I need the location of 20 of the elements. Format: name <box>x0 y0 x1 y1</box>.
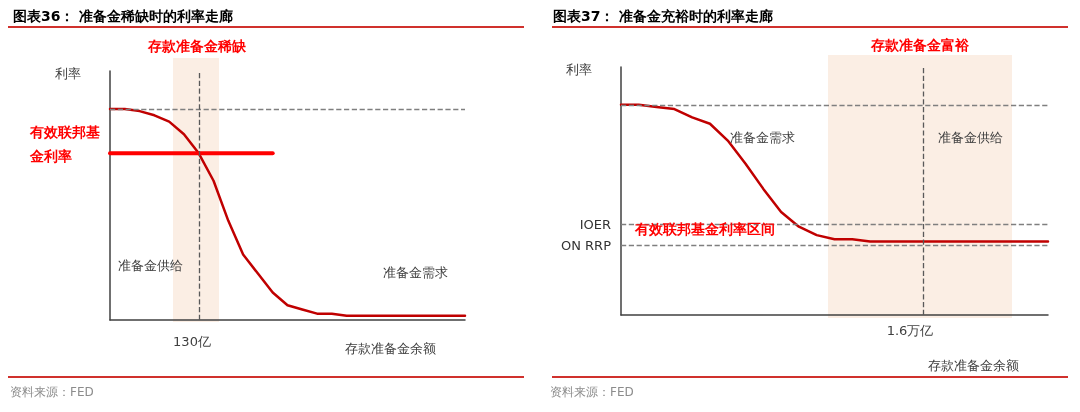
text: 存款准备金富裕 <box>870 37 970 53</box>
text: 资料来源：FED <box>10 385 94 399</box>
x-axis-title: 存款准备金余额 <box>345 341 436 356</box>
y-axis-title: 利率 <box>566 62 592 77</box>
x-axis-title: 存款准备金余额 <box>928 358 1019 373</box>
ref-line-label: ON RRP <box>561 238 612 254</box>
text: 存款准备金稀缺 <box>147 38 247 54</box>
text: 130亿 <box>173 333 211 349</box>
ref-line-label: IOER <box>579 217 611 233</box>
text: 1.6万亿 <box>886 322 934 338</box>
chart-title: 图表37： 准备金充裕时的利率走廊 <box>553 8 774 24</box>
series-label: 有效联邦基金利率 <box>29 124 100 164</box>
annotation: 有效联邦基金利率区间 <box>634 221 775 237</box>
annotation: 准备金需求 <box>729 129 795 145</box>
y-axis-title: 利率 <box>55 66 81 81</box>
text: 资料来源：FED <box>550 385 634 399</box>
annotation: 准备金供给 <box>117 257 183 273</box>
annotation: 准备金需求 <box>382 264 448 280</box>
annotation: 准备金供给 <box>937 129 1003 145</box>
chart-title: 图表36： 准备金稀缺时的利率走廊 <box>13 8 234 24</box>
